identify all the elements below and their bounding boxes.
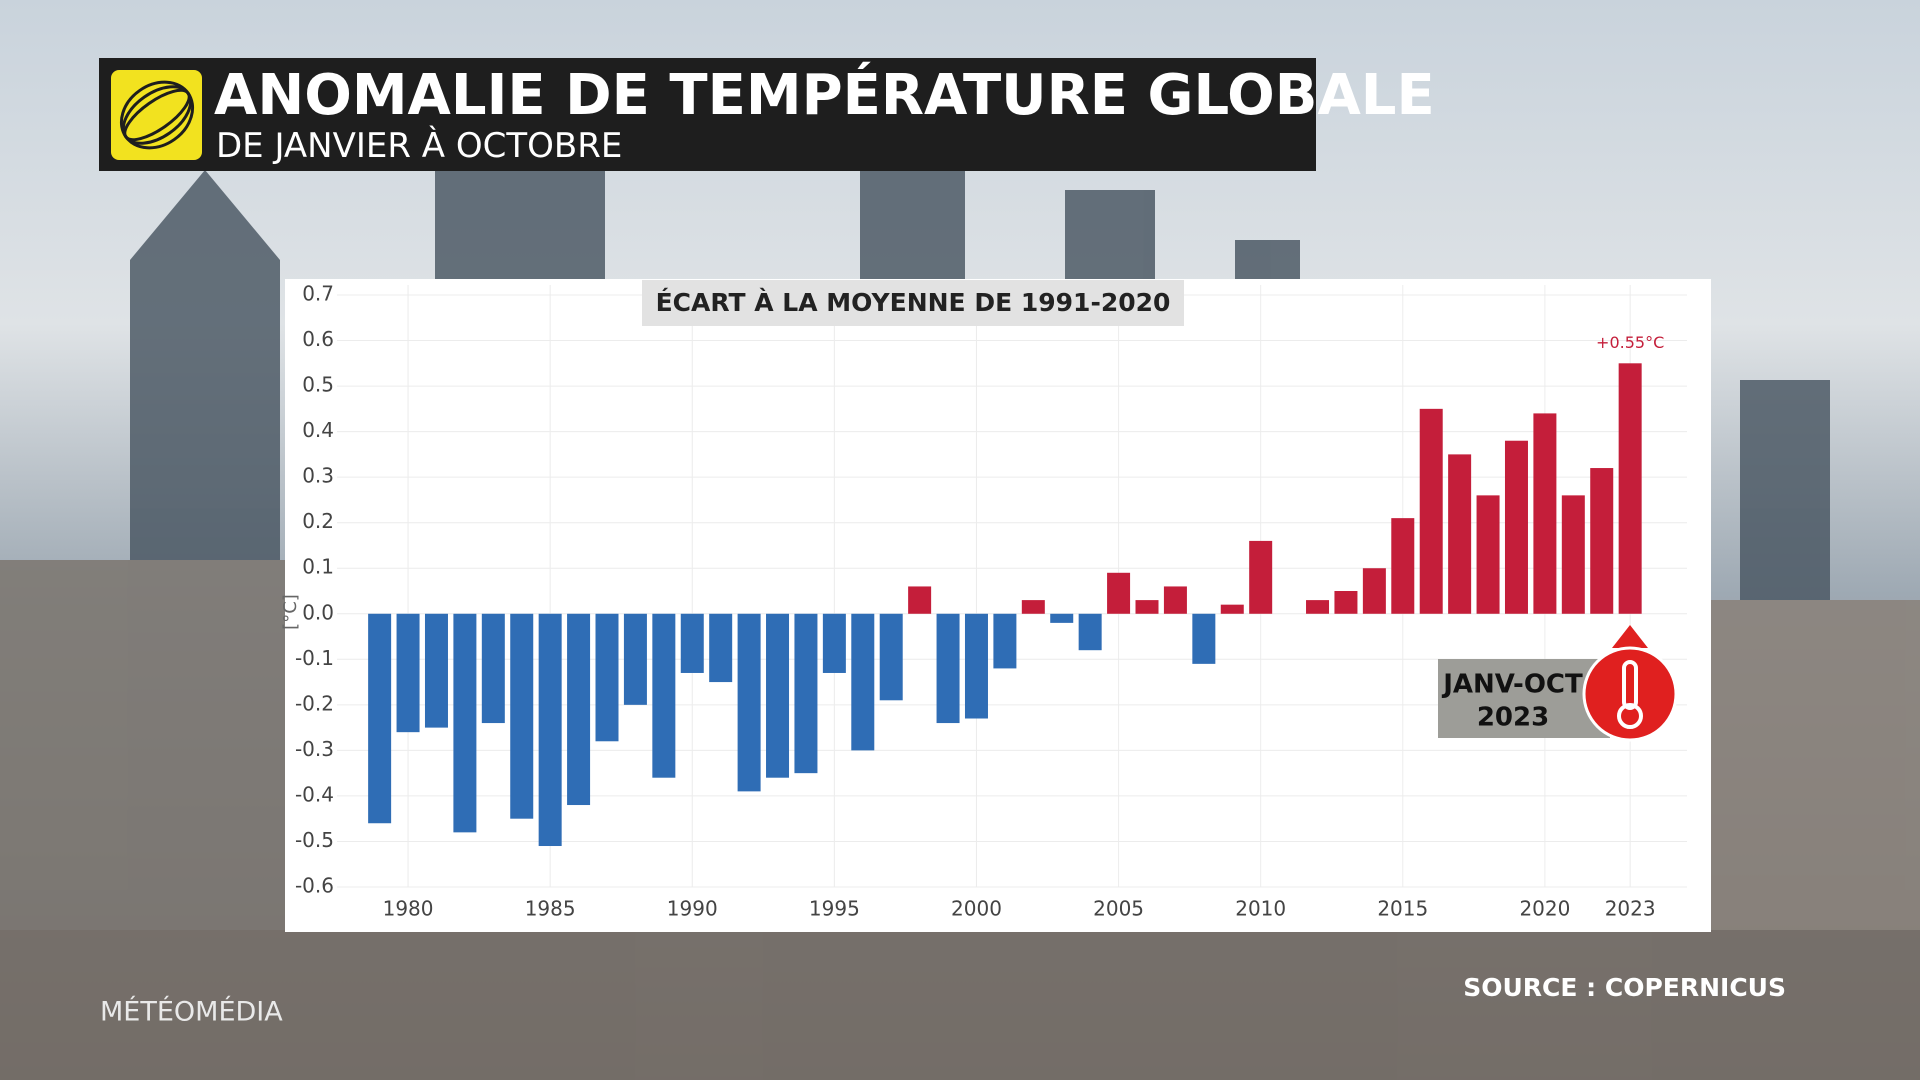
bar <box>1192 613 1216 664</box>
y-tick-label: 0.1 <box>302 555 334 579</box>
thermometer-icon <box>1582 625 1678 742</box>
badge-box <box>1438 659 1610 738</box>
y-tick-label: 0.3 <box>302 464 334 488</box>
x-tick-label: 2023 <box>1605 897 1656 921</box>
logo-mark <box>119 80 195 150</box>
bar <box>1504 440 1528 614</box>
x-tick-label: 2020 <box>1519 897 1570 921</box>
x-tick-label: 2000 <box>951 897 1002 921</box>
bar <box>567 613 591 806</box>
panel-title: ÉCART À LA MOYENNE DE 1991-2020 <box>656 288 1171 317</box>
y-tick-label: -0.5 <box>295 828 334 852</box>
x-tick-label: 2015 <box>1377 897 1428 921</box>
value-annotation: +0.55°C <box>1596 333 1664 352</box>
plot-panel <box>285 279 1711 932</box>
bar <box>1249 540 1273 614</box>
y-tick-label: 0.4 <box>302 418 334 442</box>
title: ANOMALIE DE TEMPÉRATURE GLOBALE <box>214 62 1435 128</box>
bar <box>1533 413 1557 614</box>
bar <box>368 613 392 824</box>
x-tick-label: 2005 <box>1093 897 1144 921</box>
bar <box>1107 572 1131 614</box>
bar <box>1021 600 1045 614</box>
bar <box>424 613 448 728</box>
bar <box>1590 468 1614 614</box>
subtitle: DE JANVIER À OCTOBRE <box>216 125 622 166</box>
bar <box>1220 604 1244 614</box>
y-tick-label: -0.6 <box>295 874 334 898</box>
bar <box>396 613 420 733</box>
source: SOURCE : COPERNICUS <box>1463 973 1786 1002</box>
bar <box>1618 363 1642 614</box>
bar <box>1135 600 1159 614</box>
bar <box>680 613 704 673</box>
y-tick-label: 0.7 <box>302 282 334 306</box>
bar <box>538 613 562 847</box>
bar <box>1391 518 1415 614</box>
y-tick-label: 0.6 <box>302 327 334 351</box>
bar <box>1476 495 1500 614</box>
bar <box>652 613 676 778</box>
bar <box>1163 586 1187 614</box>
x-tick-label: 1980 <box>383 897 434 921</box>
bar <box>879 613 903 701</box>
bar <box>1362 568 1386 614</box>
bar <box>595 613 619 742</box>
bar <box>709 613 733 683</box>
brand: MÉTÉOMÉDIA <box>100 996 283 1028</box>
bar <box>1306 600 1330 614</box>
bar <box>964 613 988 719</box>
y-tick-label: 0.0 <box>302 600 334 624</box>
bar <box>993 613 1017 669</box>
bar <box>936 613 960 724</box>
bar <box>794 613 818 774</box>
bar <box>1078 613 1102 651</box>
bar <box>908 586 932 614</box>
bar <box>1561 495 1585 614</box>
bar <box>481 613 505 724</box>
title-box <box>99 58 1316 171</box>
y-tick-label: -0.3 <box>295 737 334 761</box>
bar <box>623 613 647 705</box>
bar <box>822 613 846 673</box>
bar <box>510 613 534 819</box>
bar <box>1448 454 1472 614</box>
bar <box>766 613 790 778</box>
panel-title-box <box>642 280 1184 326</box>
bar <box>1419 408 1443 614</box>
y-tick-label: -0.2 <box>295 691 334 715</box>
badge-line: JANV-OCT <box>1441 670 1583 700</box>
bar <box>737 613 761 792</box>
y-tick-label: -0.1 <box>295 646 334 670</box>
x-tick-label: 1990 <box>667 897 718 921</box>
bar <box>1050 613 1074 623</box>
x-tick-label: 1985 <box>525 897 576 921</box>
y-tick-label: 0.5 <box>302 373 334 397</box>
y-tick-label: -0.4 <box>295 782 334 806</box>
bar <box>453 613 477 833</box>
x-tick-label: 1995 <box>809 897 860 921</box>
x-tick-label: 2010 <box>1235 897 1286 921</box>
bar <box>851 613 875 751</box>
y-tick-label: 0.2 <box>302 509 334 533</box>
badge-line: 2023 <box>1477 703 1549 733</box>
bar <box>1334 591 1358 614</box>
bars <box>368 363 1642 847</box>
y-axis-label: [°C] <box>280 594 301 630</box>
